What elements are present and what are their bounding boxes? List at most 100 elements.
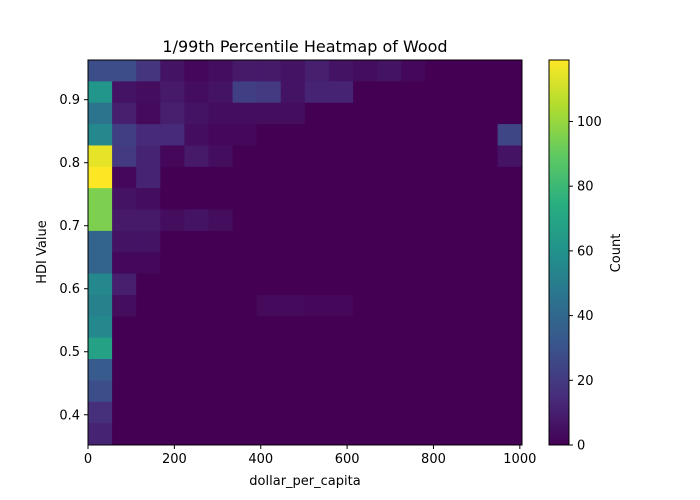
heatmap-cell <box>136 81 161 104</box>
heatmap-cell <box>112 359 137 382</box>
heatmap-cell <box>136 209 161 232</box>
heatmap-cell <box>353 337 378 360</box>
heatmap-cell <box>328 124 354 147</box>
heatmap-cell <box>184 401 210 424</box>
heatmap-cell <box>160 166 185 189</box>
heatmap-cell <box>160 145 185 168</box>
heatmap-cell <box>304 209 330 232</box>
heatmap-cell <box>208 102 234 125</box>
heatmap-cell <box>88 423 113 446</box>
heatmap-cell <box>112 401 137 424</box>
heatmap-cell <box>425 316 451 339</box>
heatmap-cell <box>160 252 185 275</box>
heatmap-cell <box>184 124 210 147</box>
heatmap-cell <box>449 294 475 317</box>
heatmap-cell <box>449 60 475 82</box>
y-tick-label: 0.8 <box>59 156 80 171</box>
heatmap-cell <box>377 316 402 339</box>
heatmap-cell <box>232 401 258 424</box>
heatmap-cell <box>425 145 451 168</box>
heatmap-cell <box>136 423 161 446</box>
heatmap-cell <box>377 273 402 296</box>
heatmap-cell <box>112 316 137 339</box>
heatmap-cell <box>353 102 378 125</box>
heatmap-cell <box>184 145 210 168</box>
heatmap-cell <box>232 359 258 382</box>
colorbar-tick-label: 100 <box>577 115 602 130</box>
heatmap-cell <box>184 273 210 296</box>
heatmap-cell <box>280 230 306 253</box>
heatmap-cell <box>208 145 234 168</box>
heatmap-cell <box>353 124 378 147</box>
heatmap-cell <box>425 337 451 360</box>
heatmap-cell <box>112 188 137 211</box>
x-tick-label: 1000 <box>503 452 536 467</box>
heatmap-cell <box>232 209 258 232</box>
heatmap-cell <box>304 124 330 147</box>
heatmap-cell <box>353 166 378 189</box>
heatmap-cell <box>256 102 282 125</box>
heatmap-cell <box>160 359 185 382</box>
colorbar-tick-label: 80 <box>577 180 594 195</box>
heatmap-cell <box>377 166 402 189</box>
heatmap-cell <box>328 60 354 82</box>
heatmap-cell <box>425 124 451 147</box>
heatmap-cell <box>328 230 354 253</box>
heatmap-cell <box>328 316 354 339</box>
heatmap-cell <box>280 188 306 211</box>
x-axis-ticks: 0 200 400 600 800 1000 <box>84 445 536 467</box>
heatmap-cell <box>328 423 354 446</box>
heatmap-cell <box>280 124 306 147</box>
heatmap-cell <box>401 401 426 424</box>
heatmap-cell <box>304 252 330 275</box>
heatmap-cell <box>232 81 258 104</box>
heatmap-cell <box>184 60 210 82</box>
heatmap-cell <box>232 423 258 446</box>
heatmap-cell <box>136 188 161 211</box>
heatmap-cell <box>425 273 451 296</box>
heatmap-cell <box>280 380 306 403</box>
heatmap-cell <box>449 316 475 339</box>
heatmap-cell <box>425 166 451 189</box>
heatmap-cell <box>208 359 234 382</box>
heatmap-cell <box>160 273 185 296</box>
heatmap-cell <box>449 252 475 275</box>
heatmap-cell <box>232 252 258 275</box>
heatmap-cell <box>280 145 306 168</box>
heatmap-cell <box>208 124 234 147</box>
x-tick-label: 0 <box>84 452 92 467</box>
heatmap-cell <box>304 423 330 446</box>
heatmap-cell <box>184 166 210 189</box>
heatmap-cell <box>304 145 330 168</box>
heatmap-cell <box>353 359 378 382</box>
heatmap-cell <box>304 359 330 382</box>
heatmap-cell <box>136 359 161 382</box>
heatmap-cell <box>401 145 426 168</box>
heatmap-cell <box>208 252 234 275</box>
heatmap-cell <box>401 337 426 360</box>
heatmap-cell <box>232 230 258 253</box>
heatmap-cell <box>425 188 451 211</box>
heatmap-cell <box>353 81 378 104</box>
heatmap-cell <box>449 81 475 104</box>
heatmap-cell <box>473 337 499 360</box>
heatmap-cell <box>88 337 113 360</box>
heatmap-cell <box>425 252 451 275</box>
heatmap-cell <box>328 359 354 382</box>
heatmap-cell <box>328 145 354 168</box>
heatmap-cell <box>497 60 523 82</box>
heatmap-cell <box>328 294 354 317</box>
heatmap-cell <box>473 124 499 147</box>
heatmap-cell <box>304 316 330 339</box>
heatmap-cell <box>208 60 234 82</box>
heatmap-cell <box>256 145 282 168</box>
heatmap-cell <box>353 60 378 82</box>
heatmap-cell <box>160 230 185 253</box>
heatmap-cell <box>112 60 137 82</box>
heatmap-cell <box>112 102 137 125</box>
heatmap-cell <box>425 380 451 403</box>
heatmap-cell <box>280 423 306 446</box>
heatmap-cell <box>256 209 282 232</box>
heatmap-cell <box>280 401 306 424</box>
colorbar-tick-label: 0 <box>577 439 585 454</box>
